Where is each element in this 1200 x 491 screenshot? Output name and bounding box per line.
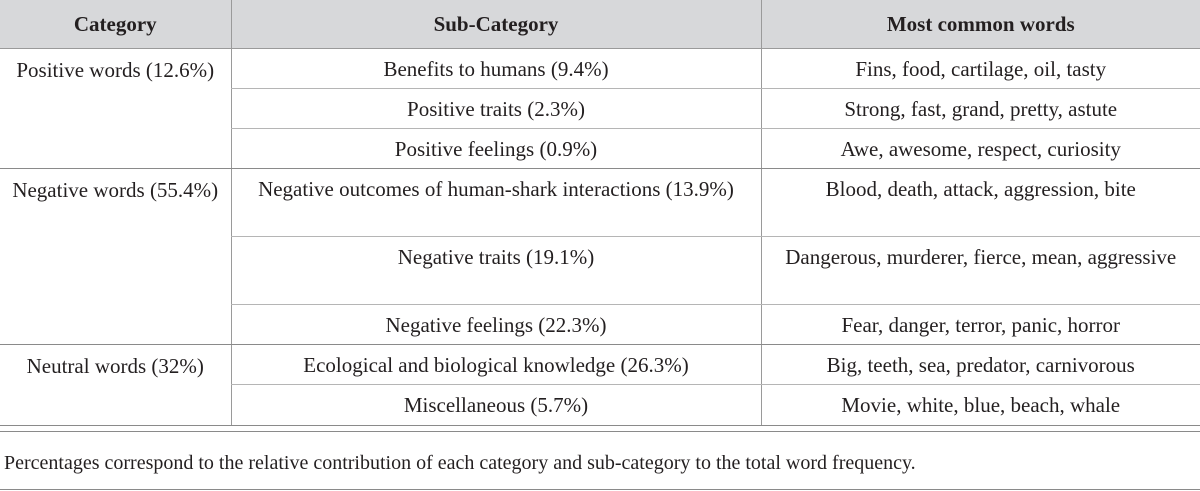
sub-category-cell: Positive traits (2.3%) (230, 88, 761, 129)
category-cell-negative: Negative words (55.4%) (0, 168, 231, 345)
sub-category-cell: Positive feelings (0.9%) (230, 128, 761, 169)
category-cell-positive: Positive words (12.6%) (0, 48, 231, 169)
category-cell-neutral: Neutral words (32%) (0, 344, 231, 426)
footnote-divider (0, 431, 1200, 432)
header-category: Category (0, 0, 231, 49)
table-row: Positive traits (2.3%) Strong, fast, gra… (0, 88, 1200, 129)
table-header-row: Category Sub-Category Most common words (0, 0, 1200, 49)
table-row: Negative words (55.4%) Negative outcomes… (0, 168, 1200, 345)
bottom-divider (0, 489, 1200, 490)
words-cell: Dangerous, murderer, fierce, mean, aggre… (760, 236, 1200, 305)
header-most-common-words: Most common words (760, 0, 1200, 49)
words-cell: Fins, food, cartilage, oil, tasty (760, 48, 1200, 89)
table-row: Negative traits (19.1%) Dangerous, murde… (0, 236, 1200, 305)
words-cell: Big, teeth, sea, predator, carnivorous (760, 344, 1200, 385)
sub-category-cell: Benefits to humans (9.4%) (230, 48, 761, 89)
words-cell: Strong, fast, grand, pretty, astute (760, 88, 1200, 129)
sub-category-cell: Miscellaneous (5.7%) (230, 384, 761, 426)
table-row: Miscellaneous (5.7%) Movie, white, blue,… (0, 384, 1200, 426)
word-category-table: Category Sub-Category Most common words … (0, 0, 1200, 426)
data-table-container: Category Sub-Category Most common words … (0, 0, 1200, 426)
words-cell: Blood, death, attack, aggression, bite (760, 168, 1200, 237)
table-row: Negative feelings (22.3%) Fear, danger, … (0, 304, 1200, 345)
words-cell: Awe, awesome, respect, curiosity (760, 128, 1200, 169)
table-row: Positive words (12.6%) Benefits to human… (0, 48, 1200, 169)
table-row: Neutral words (32%) Ecological and biolo… (0, 344, 1200, 426)
sub-category-cell: Negative feelings (22.3%) (230, 304, 761, 345)
table-row: Positive feelings (0.9%) Awe, awesome, r… (0, 128, 1200, 169)
words-cell: Fear, danger, terror, panic, horror (760, 304, 1200, 345)
sub-category-cell: Ecological and biological knowledge (26.… (230, 344, 761, 385)
sub-category-cell: Negative traits (19.1%) (230, 236, 761, 305)
table-footnote: Percentages correspond to the relative c… (4, 452, 916, 474)
words-cell: Movie, white, blue, beach, whale (760, 384, 1200, 426)
sub-category-cell: Negative outcomes of human-shark interac… (230, 168, 761, 237)
header-sub-category: Sub-Category (230, 0, 761, 49)
